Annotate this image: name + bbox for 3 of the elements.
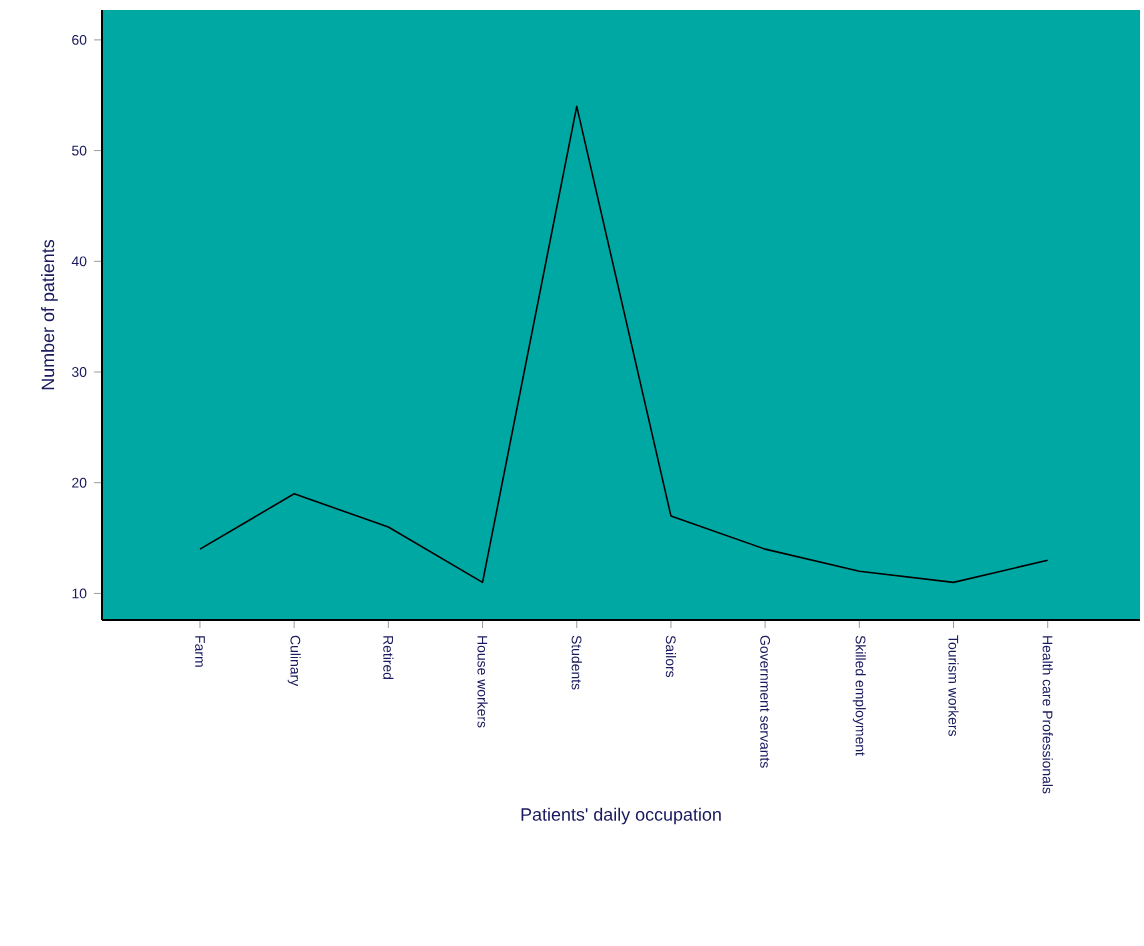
line-series bbox=[199, 105, 1049, 584]
x-axis-title: Patients' daily occupation bbox=[521, 807, 721, 825]
y-axis-title: Number of patients bbox=[41, 239, 58, 390]
